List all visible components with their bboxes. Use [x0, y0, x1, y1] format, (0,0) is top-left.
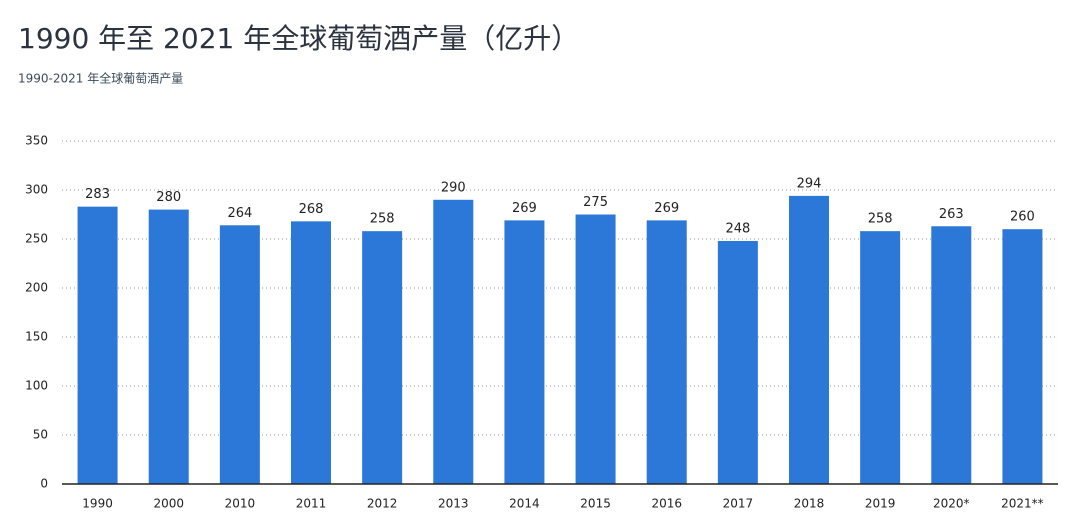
bar	[860, 231, 901, 484]
value-label: 283	[85, 187, 110, 202]
x-tick-label: 2011	[296, 497, 327, 511]
bar	[717, 240, 758, 484]
value-label: 263	[939, 207, 964, 222]
bar	[77, 206, 118, 484]
value-label: 269	[512, 201, 537, 216]
y-tick-label: 50	[33, 428, 48, 442]
bar	[1002, 229, 1043, 484]
value-label: 290	[441, 180, 466, 195]
value-label: 258	[370, 212, 395, 227]
x-tick-label: 2010	[225, 497, 256, 511]
x-tick-label: 2019	[865, 497, 896, 511]
y-tick-label: 300	[25, 183, 48, 197]
y-tick-label: 350	[25, 134, 48, 148]
value-label: 269	[654, 201, 679, 216]
x-tick-label: 2012	[367, 497, 398, 511]
value-label: 260	[1010, 210, 1035, 225]
value-label: 280	[156, 190, 181, 205]
bar	[291, 221, 331, 485]
y-tick-label: 200	[25, 281, 48, 295]
x-tick-label: 2017	[723, 497, 754, 511]
bar	[789, 195, 829, 484]
y-tick-label: 150	[25, 330, 48, 344]
x-tick-label: 2020*	[933, 497, 970, 511]
value-label: 264	[227, 206, 252, 221]
x-tick-label: 2021**	[1001, 497, 1044, 511]
x-tick-label: 2000	[153, 497, 184, 511]
bar	[504, 220, 545, 484]
value-label: 258	[868, 212, 893, 227]
bar	[219, 225, 260, 484]
x-tick-label: 2015	[580, 497, 611, 511]
chart-title: 1990 年至 2021 年全球葡萄酒产量（亿升）	[18, 22, 579, 55]
value-label: 248	[725, 221, 750, 236]
y-tick-label: 250	[25, 232, 48, 246]
x-tick-label: 2014	[509, 497, 540, 511]
y-tick-label: 100	[25, 379, 48, 393]
value-label: 268	[299, 202, 324, 217]
bar	[646, 220, 687, 484]
value-label: 275	[583, 195, 608, 210]
x-tick-label: 2013	[438, 497, 469, 511]
bar	[433, 199, 474, 485]
bar	[362, 231, 403, 484]
y-tick-label: 0	[40, 477, 48, 491]
bar	[931, 226, 972, 484]
x-tick-label: 1990	[82, 497, 113, 511]
bar	[148, 209, 189, 484]
bar	[575, 214, 616, 484]
x-tick-label: 2018	[794, 497, 825, 511]
chart-subtitle: 1990-2021 年全球葡萄酒产量	[18, 71, 183, 86]
x-tick-label: 2016	[651, 497, 682, 511]
value-label: 294	[797, 176, 822, 191]
